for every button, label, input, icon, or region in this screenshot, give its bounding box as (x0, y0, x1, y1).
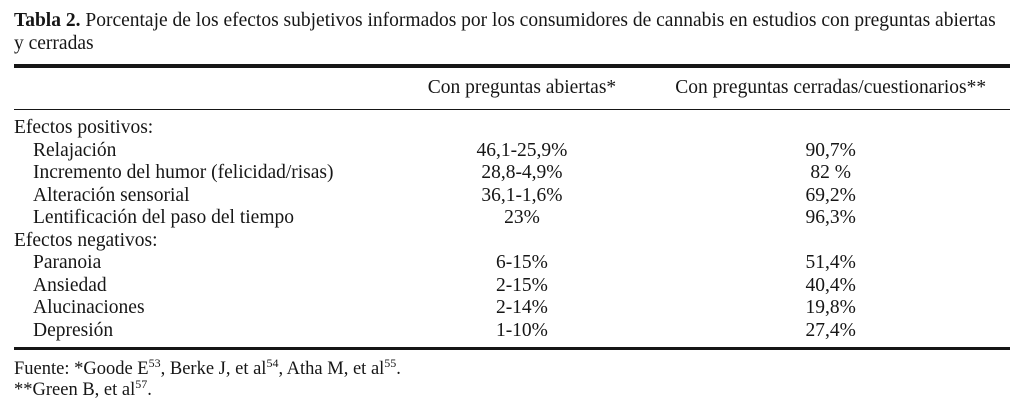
value-closed-questions: 40,4% (805, 274, 856, 296)
value-closed-questions: 90,7% (805, 139, 856, 161)
value-open-questions: 2-15% (495, 274, 548, 296)
column-header-effects (14, 66, 393, 110)
row-label: Paranoia (33, 252, 102, 273)
source-note-2: **Green B, et al57. (14, 376, 152, 400)
value-open-questions: 2-14% (495, 297, 548, 318)
row-label: Alteración sensorial (33, 184, 190, 206)
value-open-questions: 46,1-25,9% (476, 139, 568, 161)
table-row: Alteración sensorial 36,1-1,6% 69,2% (14, 185, 1010, 208)
table-header: Con preguntas abiertas* Con preguntas ce… (14, 66, 1010, 110)
table-row: Paranoia 6-15% 51,4% (14, 252, 1010, 275)
section-label: Efectos negativos: (14, 229, 158, 251)
row-label: Lentificación del paso del tiempo (33, 207, 294, 228)
reference-superscript: 55 (384, 355, 397, 370)
reference-superscript: 54 (266, 355, 279, 370)
section-row-positive: Efectos positivos: (14, 110, 1010, 140)
row-label: Relajación (33, 139, 117, 161)
value-closed-questions: 69,2% (805, 184, 856, 206)
row-label: Ansiedad (33, 274, 107, 296)
table-caption: Porcentaje de los efectos subjetivos inf… (14, 10, 996, 54)
value-open-questions: 1-10% (495, 319, 548, 341)
table-row: Depresión 1-10% 27,4% (14, 320, 1010, 349)
value-closed-questions: 27,4% (805, 319, 856, 341)
value-closed-questions: 19,8% (805, 297, 856, 318)
value-closed-questions: 51,4% (805, 252, 856, 273)
value-open-questions: 6-15% (495, 252, 548, 273)
paper-table-figure: Tabla 2. Porcentaje de los efectos subje… (14, 9, 1010, 401)
header-row: Con preguntas abiertas* Con preguntas ce… (14, 66, 1010, 110)
column-header-open-questions: Con preguntas abiertas* (392, 66, 652, 110)
table-body: Efectos positivos: Relajación 46,1-25,9%… (14, 110, 1010, 349)
footnotes: Fuente: *Goode E53, Berke J, et al54, At… (14, 355, 1010, 401)
table-row: Alucinaciones 2-14% 19,8% (14, 297, 1010, 320)
row-label: Incremento del humor (felicidad/risas) (33, 162, 334, 183)
table-row: Incremento del humor (felicidad/risas) 2… (14, 162, 1010, 185)
table-row: Ansiedad 2-15% 40,4% (14, 275, 1010, 298)
table-number: Tabla 2. (14, 10, 81, 31)
section-label: Efectos positivos: (14, 117, 154, 138)
value-open-questions: 23% (504, 207, 540, 228)
table-row: Relajación 46,1-25,9% 90,7% (14, 140, 1010, 163)
row-label: Alucinaciones (33, 297, 145, 318)
value-open-questions: 36,1-1,6% (481, 184, 563, 206)
table-title: Tabla 2. Porcentaje de los efectos subje… (14, 9, 1010, 55)
section-row-negative: Efectos negativos: (14, 230, 1010, 253)
column-header-closed-questions: Con preguntas cerradas/cuestionarios** (651, 66, 1010, 110)
table-row: Lentificación del paso del tiempo 23% 96… (14, 207, 1010, 230)
data-table: Con preguntas abiertas* Con preguntas ce… (14, 64, 1010, 350)
value-closed-questions: 82 % (810, 162, 852, 183)
reference-superscript: 57 (135, 376, 148, 391)
value-open-questions: 28,8-4,9% (481, 162, 563, 183)
value-closed-questions: 96,3% (805, 207, 856, 228)
row-label: Depresión (33, 319, 114, 341)
reference-superscript: 53 (148, 355, 161, 370)
source-note-1: Fuente: *Goode E53, Berke J, et al54, At… (14, 355, 401, 379)
